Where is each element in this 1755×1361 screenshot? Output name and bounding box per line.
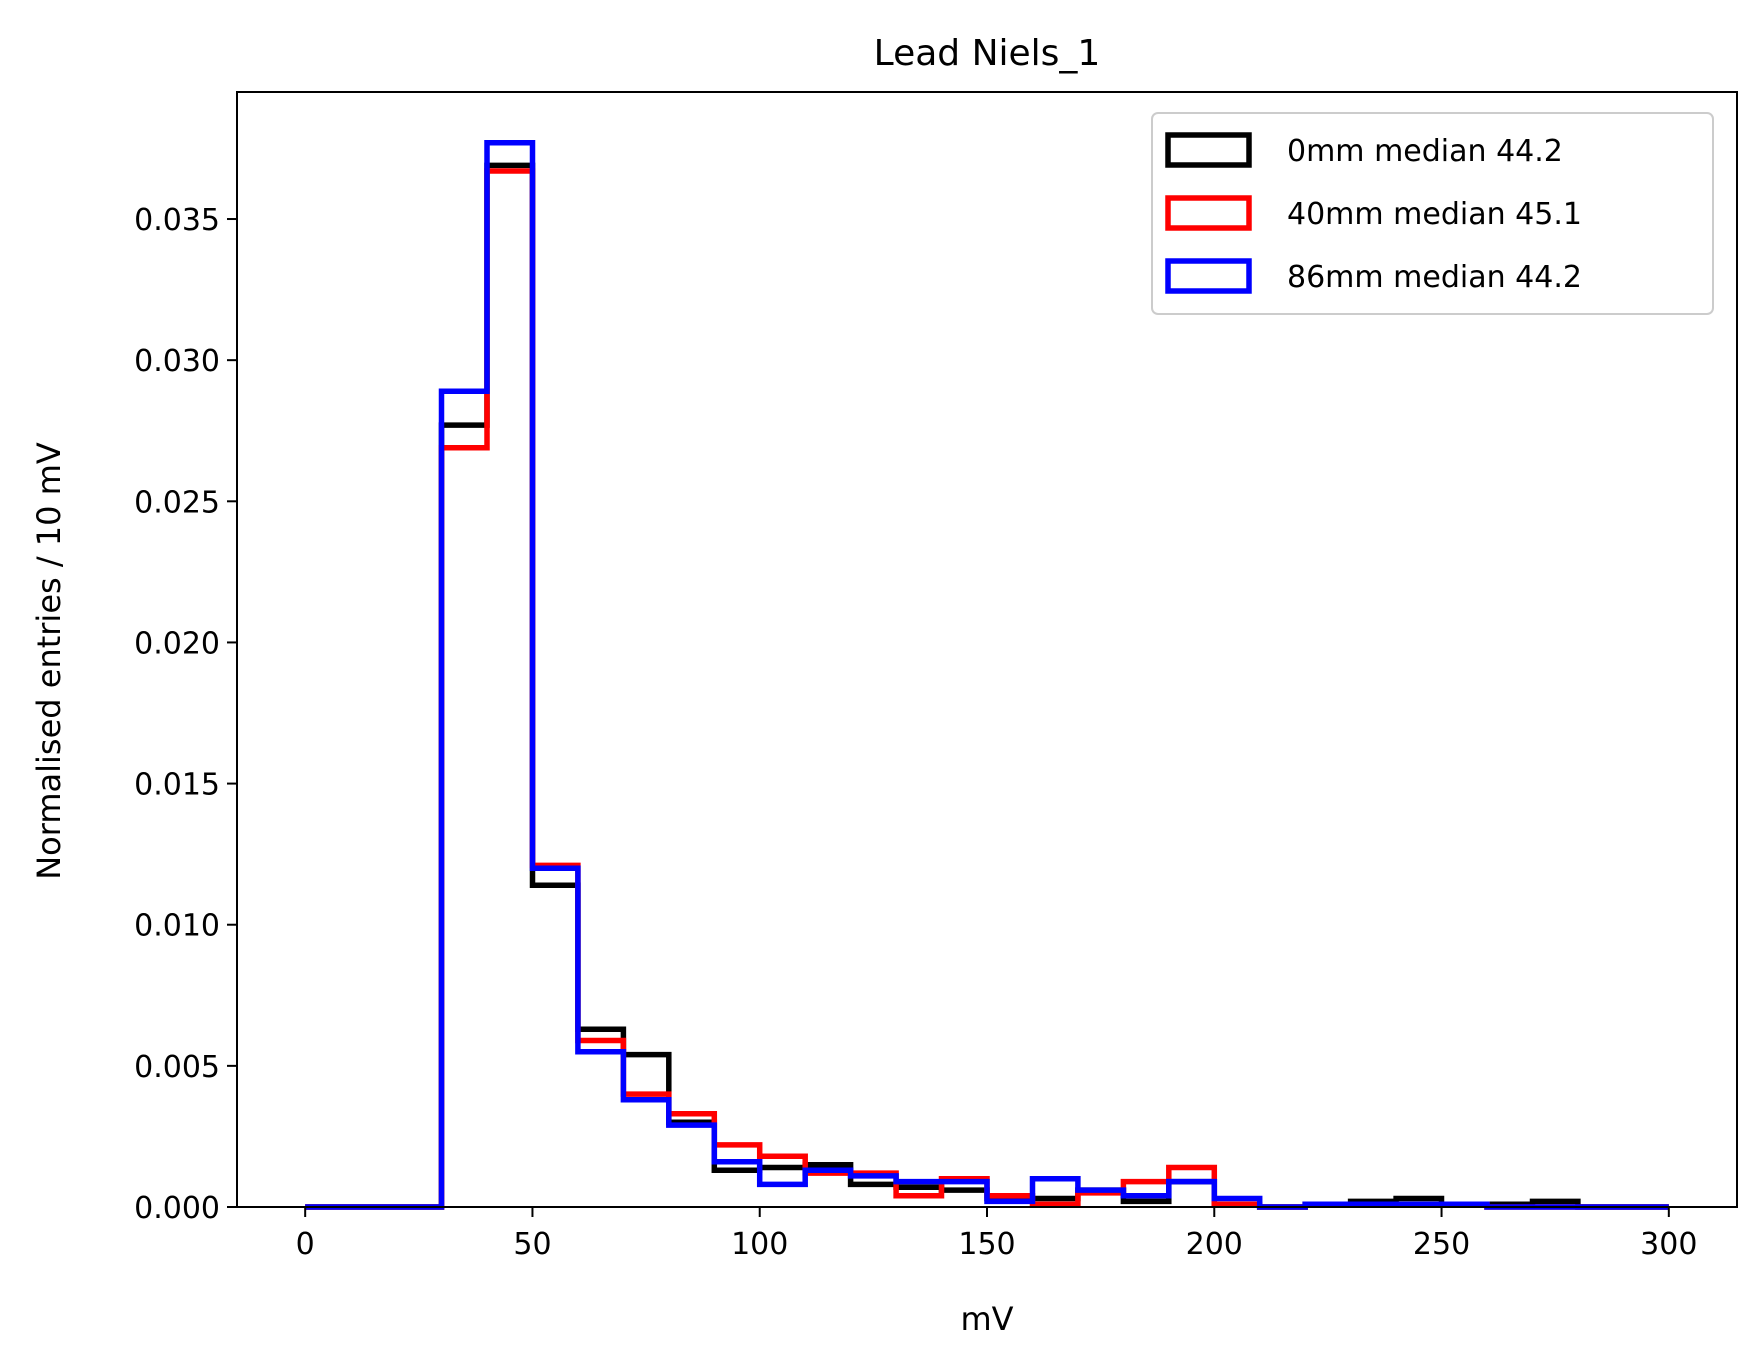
x-tick-label: 250 bbox=[1413, 1227, 1470, 1262]
x-tick-label: 300 bbox=[1640, 1227, 1697, 1262]
chart-title: Lead Niels_1 bbox=[874, 33, 1101, 74]
legend-label-2: 86mm median 44.2 bbox=[1287, 260, 1582, 295]
legend-label-0: 0mm median 44.2 bbox=[1287, 134, 1563, 169]
x-tick-label: 200 bbox=[1186, 1227, 1243, 1262]
y-tick-label: 0.010 bbox=[134, 909, 220, 944]
y-axis-ticks: 0.000 0.005 0.010 0.015 0.020 0.025 0.030 0.035 bbox=[134, 203, 237, 1226]
x-axis-ticks: 0 50 100 150 200 250 300 bbox=[296, 1207, 1697, 1262]
legend-swatch-1 bbox=[1165, 195, 1252, 231]
y-axis-label: Normalised entries / 10 mV bbox=[30, 442, 68, 880]
x-tick-label: 50 bbox=[513, 1227, 551, 1262]
y-tick-label: 0.005 bbox=[134, 1050, 220, 1085]
y-tick-label: 0.030 bbox=[134, 344, 220, 379]
x-tick-label: 150 bbox=[958, 1227, 1015, 1262]
y-tick-label: 0.025 bbox=[134, 485, 220, 520]
x-axis-label: mV bbox=[960, 1300, 1013, 1338]
x-tick-label: 100 bbox=[731, 1227, 788, 1262]
legend-box bbox=[1151, 112, 1714, 315]
legend-swatch-2 bbox=[1165, 258, 1252, 294]
y-tick-label: 0.015 bbox=[134, 768, 220, 803]
y-tick-label: 0.000 bbox=[134, 1191, 220, 1226]
series-line-2 bbox=[305, 140, 1669, 1210]
legend: 0mm median 44.2 40mm median 45.1 86mm medi… bbox=[1151, 112, 1714, 315]
y-tick-label: 0.035 bbox=[134, 203, 220, 238]
legend-swatch-0 bbox=[1165, 132, 1252, 168]
y-tick-label: 0.020 bbox=[134, 626, 220, 661]
plot-area bbox=[236, 91, 1738, 1210]
x-tick-label: 0 bbox=[296, 1227, 315, 1262]
legend-label-1: 40mm median 45.1 bbox=[1287, 197, 1582, 232]
